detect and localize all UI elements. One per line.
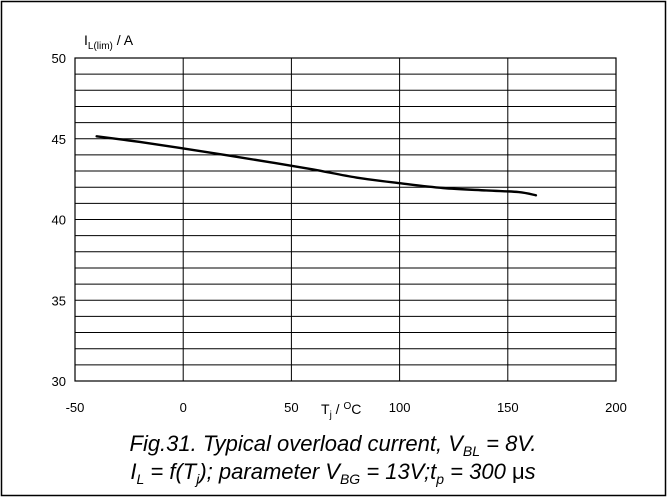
y-axis-label: IL(lim) / A (84, 32, 134, 52)
series-line (95, 135, 538, 197)
y-tick-label: 50 (52, 51, 66, 66)
y-tick-label: 45 (52, 132, 66, 147)
horizontal-gridlines (75, 73, 616, 366)
caption-line-1: Fig.31. Typical overload current, VBL = … (130, 431, 537, 459)
y-tick-label: 35 (52, 293, 66, 308)
series-group (95, 135, 538, 197)
plot-area-border (74, 57, 617, 382)
x-tick-label: 150 (497, 400, 519, 415)
y-tick-label: 30 (52, 374, 66, 389)
x-tick-label: 100 (389, 400, 411, 415)
y-tick-labels: 30 35 40 45 50 (52, 51, 66, 389)
x-tick-label: 50 (284, 400, 298, 415)
caption-line-2: IL = f(Tj); parameter VBG = 13V;tp = 300… (130, 459, 535, 487)
x-tick-labels: -50 0 50 100 150 200 (66, 400, 627, 415)
x-tick-label: 200 (605, 400, 627, 415)
y-tick-label: 40 (52, 213, 66, 228)
x-axis-label: Tj / OC (321, 401, 361, 421)
x-tick-label: -50 (66, 400, 85, 415)
x-tick-label: 0 (180, 400, 187, 415)
